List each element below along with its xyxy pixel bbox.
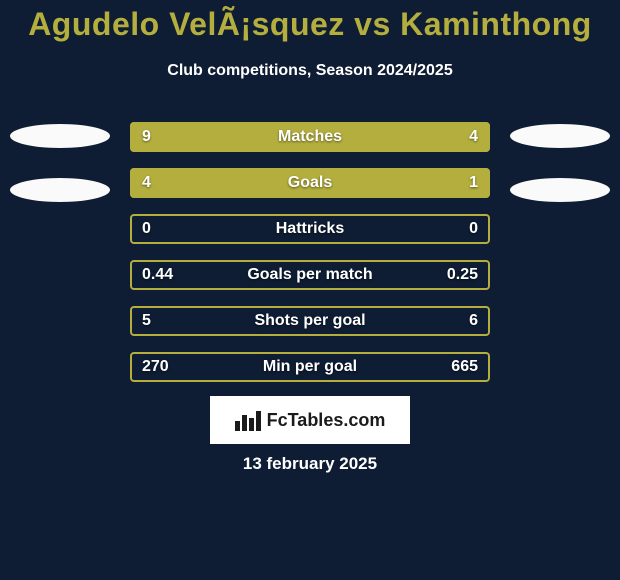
stat-row: Shots per goal5 6 bbox=[130, 306, 490, 336]
stat-label: Goals per match bbox=[130, 260, 490, 290]
stat-label: Shots per goal bbox=[130, 306, 490, 336]
stat-value-right: 0.25 bbox=[447, 260, 478, 290]
stat-value-right: 4 bbox=[469, 122, 478, 152]
stat-value-right: 665 bbox=[451, 352, 478, 382]
stat-value-right: 0 bbox=[469, 214, 478, 244]
subtitle: Club competitions, Season 2024/2025 bbox=[0, 62, 620, 80]
stat-value-left: 270 bbox=[142, 352, 169, 382]
avatar-placeholder bbox=[510, 178, 610, 202]
logo-text: FcTables.com bbox=[267, 410, 386, 431]
stat-value-right: 1 bbox=[469, 168, 478, 198]
stat-value-left: 9 bbox=[142, 122, 151, 152]
page-title: Agudelo VelÃ¡squez vs Kaminthong bbox=[0, 6, 620, 43]
stat-row: Hattricks0 0 bbox=[130, 214, 490, 244]
stat-row: Goals per match0.44 0.25 bbox=[130, 260, 490, 290]
date-label: 13 february 2025 bbox=[0, 454, 620, 474]
avatar-placeholder bbox=[510, 124, 610, 148]
stat-label: Matches bbox=[130, 122, 490, 152]
stat-label: Goals bbox=[130, 168, 490, 198]
stat-value-left: 0.44 bbox=[142, 260, 173, 290]
stat-row: Matches9 4 bbox=[130, 122, 490, 152]
stat-label: Min per goal bbox=[130, 352, 490, 382]
stat-value-left: 5 bbox=[142, 306, 151, 336]
fctables-logo: FcTables.com bbox=[210, 396, 410, 444]
stat-value-left: 4 bbox=[142, 168, 151, 198]
avatar-placeholder bbox=[10, 124, 110, 148]
stat-value-right: 6 bbox=[469, 306, 478, 336]
stat-row: Min per goal270 665 bbox=[130, 352, 490, 382]
stat-label: Hattricks bbox=[130, 214, 490, 244]
avatar-placeholder bbox=[10, 178, 110, 202]
comparison-infographic: Agudelo VelÃ¡squez vs Kaminthong Club co… bbox=[0, 0, 620, 580]
stat-value-left: 0 bbox=[142, 214, 151, 244]
stat-row: Goals4 1 bbox=[130, 168, 490, 198]
bars-icon bbox=[235, 409, 261, 431]
